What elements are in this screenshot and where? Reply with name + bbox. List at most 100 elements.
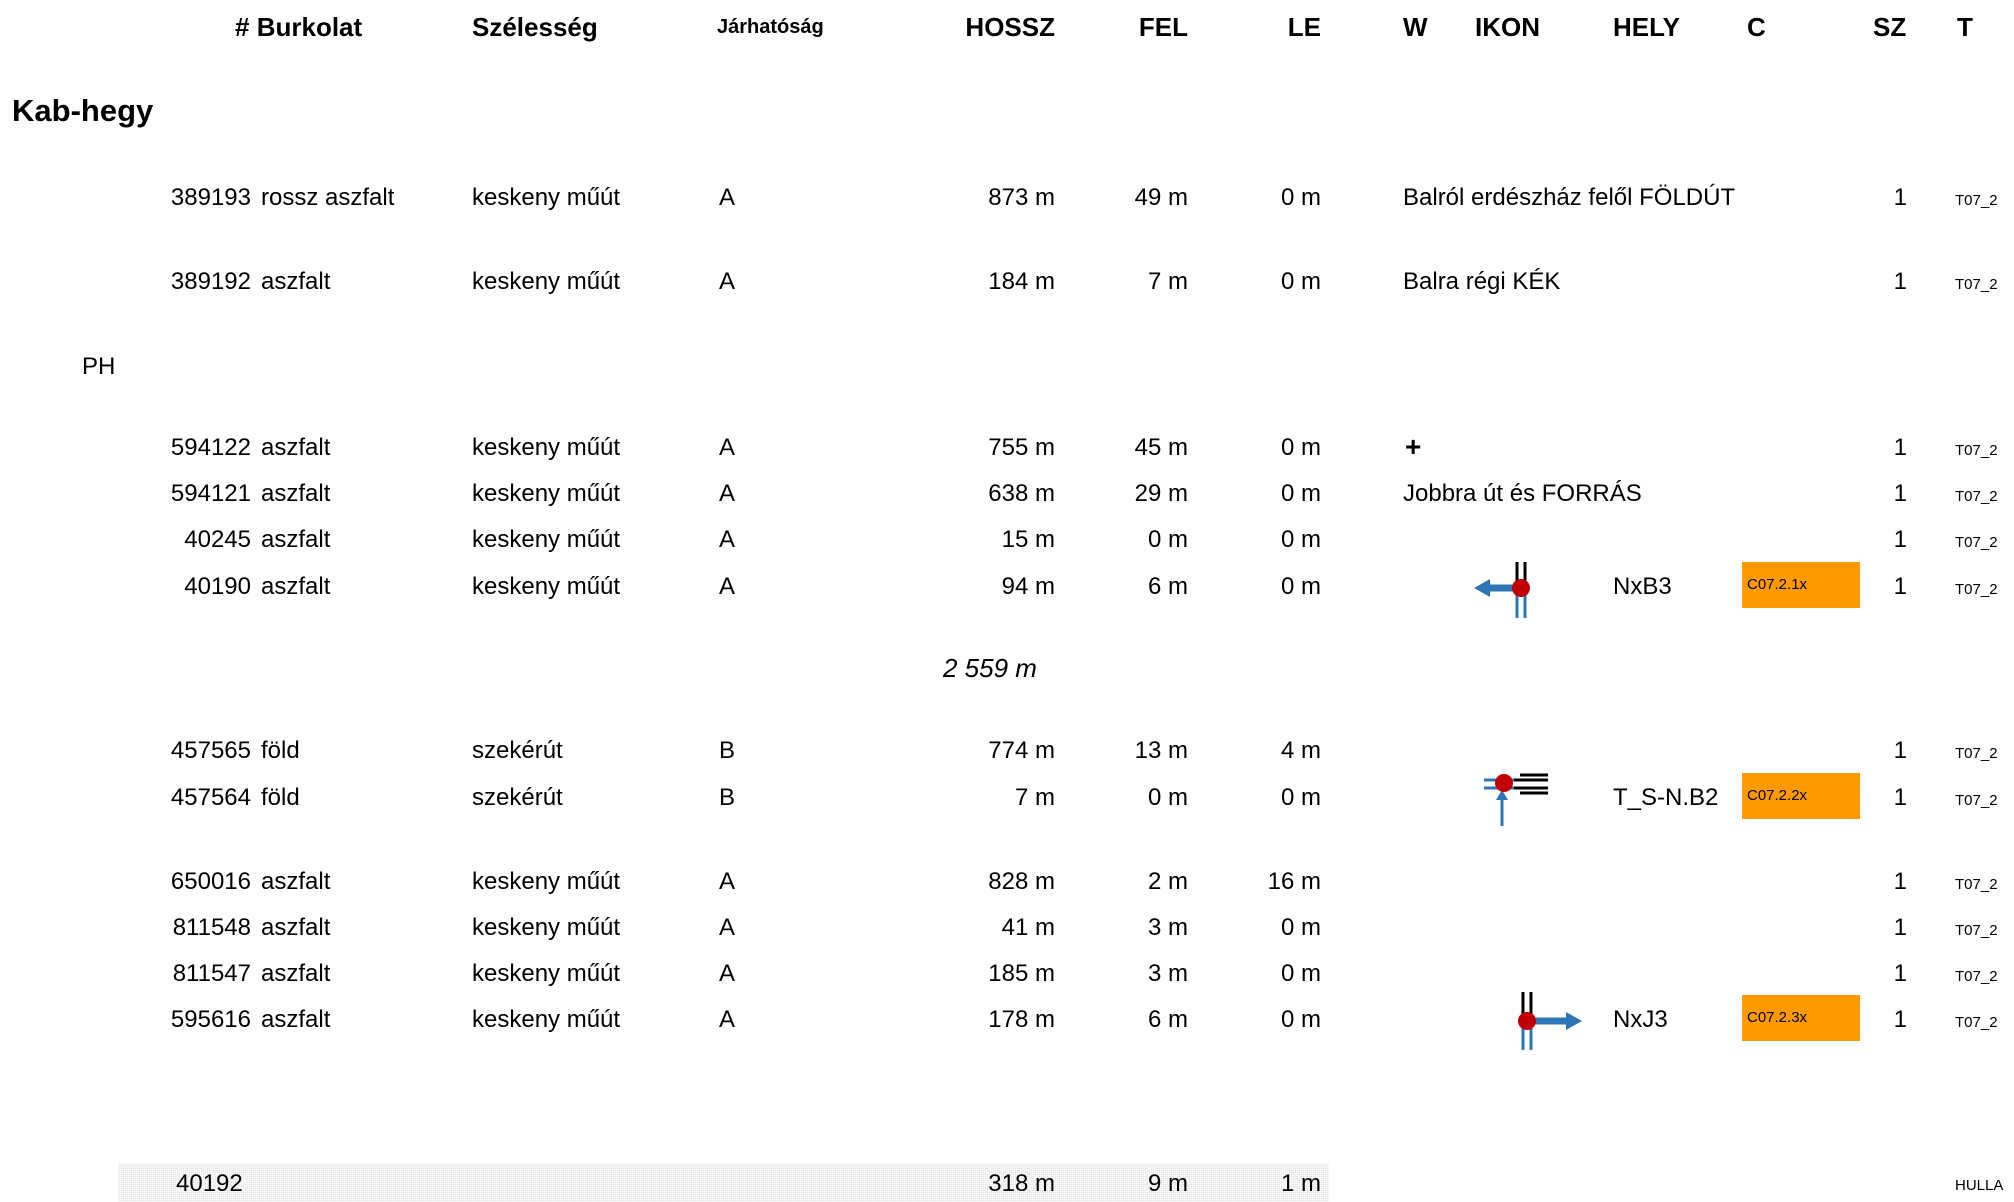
row-passability: A [719,434,736,461]
row-sz: 1 [1893,914,1907,941]
row-surface: rossz aszfalt [261,184,395,211]
row-note: + [1405,431,1422,462]
row-note: Balra régi KÉK [1403,268,1561,295]
header-t: T [1957,12,1973,42]
row-width: keskeny műút [472,184,621,211]
row-up: 3 m [1147,960,1188,987]
header-c: C [1747,12,1766,42]
row-sz: 1 [1893,1006,1907,1033]
row-width: keskeny műút [472,868,621,895]
row-passability: B [719,737,736,764]
row-note: Balról erdészház felől FÖLDÚT [1403,184,1736,211]
header-width: Szélesség [472,12,598,42]
row-passability: A [719,480,736,507]
row-t: T07_2 [1955,745,1998,762]
row-down: 0 m [1280,784,1321,811]
row-sz: 1 [1893,868,1907,895]
junction-left-arrow-icon [1474,562,1530,618]
row-width: keskeny műút [472,526,621,553]
row-sz: 1 [1893,737,1907,764]
footer-length: 318 m [988,1170,1055,1197]
row-id: 40245 [184,526,251,553]
row-passability: A [719,526,736,553]
row-width: keskeny műút [472,914,621,941]
row-passability: A [719,960,736,987]
row-id: 40190 [184,573,251,600]
row-id: 457564 [170,784,251,811]
row-down: 0 m [1280,914,1321,941]
row-passability: A [719,184,736,211]
row-up: 7 m [1147,268,1188,295]
row-down: 0 m [1280,960,1321,987]
row-surface: aszfalt [261,434,331,461]
row-sz: 1 [1893,960,1907,987]
row-length: 638 m [988,480,1055,507]
row-length: 828 m [988,868,1055,895]
row-up: 6 m [1147,1006,1188,1033]
header-surface: Burkolat [256,12,363,42]
row-length: 755 m [988,434,1055,461]
row-id: 811547 [172,960,251,987]
row-t: T07_2 [1955,192,1998,209]
header-down: LE [1287,12,1321,42]
row-sz: 1 [1893,784,1907,811]
row-passability: A [719,914,736,941]
row-passability: A [719,1006,736,1033]
row-up: 13 m [1134,737,1188,764]
row-length: 41 m [1001,914,1055,941]
row-surface: aszfalt [261,268,331,295]
row-down: 0 m [1280,526,1321,553]
row-surface: aszfalt [261,1006,331,1033]
row-id: 389192 [170,268,251,295]
row-down: 0 m [1280,434,1321,461]
row-surface: föld [261,784,300,811]
c-badge: C07.2.3x [1742,995,1860,1041]
row-id: 389193 [170,184,251,211]
row-surface: föld [261,737,300,764]
row-note: Jobbra út és FORRÁS [1403,480,1642,507]
row-place: NxJ3 [1613,1006,1668,1033]
header-passability: Járhatóság [717,16,824,38]
row-up: 29 m [1134,480,1188,507]
row-t: T07_2 [1955,276,1998,293]
footer-id: 40192 [176,1170,243,1197]
row-up: 0 m [1147,526,1188,553]
footer-down: 1 m [1280,1170,1321,1197]
row-sz: 1 [1893,573,1907,600]
row-t: T07_2 [1955,534,1998,551]
row-t: T07_2 [1955,968,1998,985]
row-surface: aszfalt [261,914,331,941]
row-surface: aszfalt [261,960,331,987]
row-up: 2 m [1147,868,1188,895]
row-up: 49 m [1134,184,1188,211]
row-surface: aszfalt [261,480,331,507]
row-sz: 1 [1893,268,1907,295]
row-surface: aszfalt [261,868,331,895]
row-length: 15 m [1001,526,1055,553]
row-width: szekérút [472,784,563,811]
row-up: 45 m [1134,434,1188,461]
row-width: keskeny műút [472,960,621,987]
row-passability: A [719,868,736,895]
row-passability: A [719,268,736,295]
header-id-surface: # Burkolat [235,12,362,43]
row-sz: 1 [1893,184,1907,211]
header-icon: IKON [1475,12,1540,42]
c-badge: C07.2.1x [1742,562,1860,608]
row-up: 3 m [1147,914,1188,941]
header-up: FEL [1138,12,1188,42]
row-width: szekérút [472,737,563,764]
row-place: NxB3 [1613,573,1672,600]
header-id: # [235,12,250,42]
row-length: 774 m [988,737,1055,764]
row-id: 594122 [170,434,251,461]
row-down: 4 m [1280,737,1321,764]
row-width: keskeny műút [472,573,621,600]
row-width: keskeny műút [472,268,621,295]
row-sz: 1 [1893,480,1907,507]
row-id: 595616 [170,1006,251,1033]
row-length: 7 m [1014,784,1055,811]
row-place: T_S-N.B2 [1613,784,1719,811]
row-t: T07_2 [1955,922,1998,939]
row-surface: aszfalt [261,573,331,600]
